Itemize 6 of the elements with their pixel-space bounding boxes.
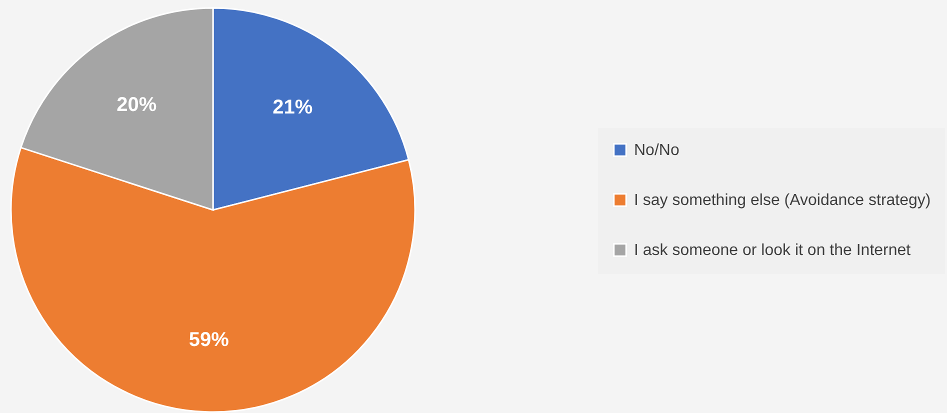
data-label: 20% bbox=[116, 94, 157, 116]
legend-label: I say something else (Avoidance strategy) bbox=[634, 192, 931, 209]
data-label: 59% bbox=[188, 328, 230, 351]
legend-label: No/No bbox=[634, 142, 680, 159]
data-label: 21% bbox=[272, 96, 313, 118]
legend-label: I ask someone or look it on the Internet bbox=[634, 242, 912, 259]
